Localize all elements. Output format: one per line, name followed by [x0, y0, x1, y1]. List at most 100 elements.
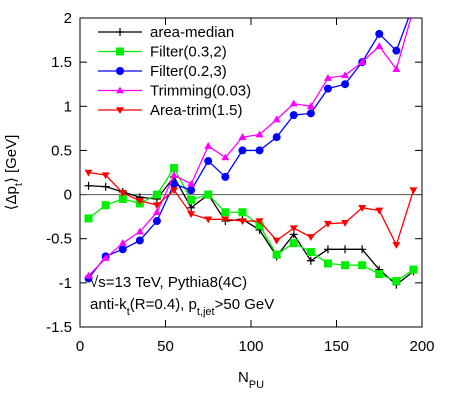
marker [101, 172, 110, 180]
x-axis-label-part: N [238, 369, 249, 386]
marker [306, 256, 315, 265]
annotation-part: √s=13 TeV, Pythia8(4C) [90, 274, 247, 291]
marker [187, 195, 196, 204]
marker [152, 208, 161, 216]
marker [375, 29, 384, 38]
marker [341, 220, 350, 227]
marker [152, 190, 161, 199]
marker [392, 46, 401, 55]
marker [289, 225, 298, 233]
marker [170, 179, 179, 188]
marker [84, 271, 93, 279]
marker [170, 171, 179, 178]
marker [187, 203, 196, 212]
annotation: √s=13 TeV, Pythia8(4C) [90, 274, 247, 291]
marker [116, 86, 124, 94]
marker [358, 245, 367, 254]
marker [221, 208, 230, 217]
marker [255, 146, 264, 155]
y-tick-label: 1.5 [51, 54, 72, 71]
marker [392, 65, 401, 73]
annotation: anti-kt(R=0.4), pt,jet>50 GeV [90, 296, 274, 318]
legend-label: area-median [150, 24, 234, 41]
x-axis-label: NPU [238, 369, 264, 391]
marker [409, 5, 417, 12]
marker [306, 102, 315, 110]
marker [392, 277, 401, 286]
plot-frame [79, 17, 423, 328]
marker [152, 202, 161, 210]
marker [323, 220, 332, 228]
y-axis-label-part: ⟨Δp [3, 186, 20, 210]
x-axis-label-part: PU [249, 379, 264, 391]
x-tick-label: 200 [409, 338, 434, 355]
y-tick-label: -0.5 [46, 231, 72, 248]
annotation-part: (R=0.4), p [130, 296, 197, 313]
marker [238, 218, 247, 226]
annotation-part: anti-k [90, 296, 127, 313]
annotation-part: >50 GeV [215, 296, 275, 313]
marker [409, 187, 418, 195]
marker [84, 169, 93, 177]
marker [135, 236, 144, 245]
marker [289, 99, 298, 107]
marker [221, 153, 230, 161]
y-tick-label: 1 [64, 98, 72, 115]
marker [101, 201, 110, 210]
marker [272, 237, 281, 245]
marker [409, 1, 417, 9]
marker [238, 146, 247, 155]
marker [204, 157, 213, 166]
series-line [88, 171, 415, 247]
y-tick-label: -1 [59, 275, 72, 292]
annotation-part: t,jet [197, 306, 215, 318]
marker [116, 67, 124, 75]
y-axis-label: ⟨Δpt⟩ [GeV] [3, 135, 25, 211]
marker [170, 187, 179, 195]
marker [204, 142, 213, 149]
marker [341, 71, 350, 79]
marker [341, 80, 350, 89]
y-tick-label: -1.5 [46, 319, 72, 336]
marker [323, 245, 332, 254]
legend-label: Filter(0.2,3) [150, 63, 227, 80]
annotation-part: t [127, 306, 130, 318]
marker [358, 261, 367, 270]
marker [323, 84, 332, 93]
marker [116, 28, 124, 36]
marker [116, 47, 124, 56]
series-line [88, 18, 412, 277]
marker [187, 186, 196, 195]
marker [341, 245, 350, 254]
marker [135, 197, 144, 205]
plot-area [84, 1, 418, 289]
marker [341, 261, 350, 270]
series-line [88, 18, 410, 279]
y-axis-label-part: ⟩ [GeV] [3, 135, 20, 183]
marker [84, 214, 93, 223]
marker [204, 190, 213, 199]
marker [375, 207, 384, 215]
marker [272, 133, 281, 142]
marker [187, 179, 196, 187]
marker [101, 182, 110, 191]
marker [116, 107, 124, 114]
marker [187, 211, 196, 218]
marker [238, 208, 247, 217]
marker [118, 190, 127, 197]
marker [118, 239, 127, 246]
marker [289, 239, 298, 248]
marker [306, 109, 315, 118]
marker [358, 205, 367, 212]
marker [323, 259, 332, 268]
y-tick-label: 0 [64, 187, 72, 204]
marker [272, 115, 281, 123]
marker [204, 216, 213, 224]
marker [323, 74, 332, 81]
marker [306, 247, 315, 256]
marker [375, 270, 384, 279]
marker [358, 58, 367, 65]
marker [306, 234, 315, 241]
marker [118, 245, 127, 254]
